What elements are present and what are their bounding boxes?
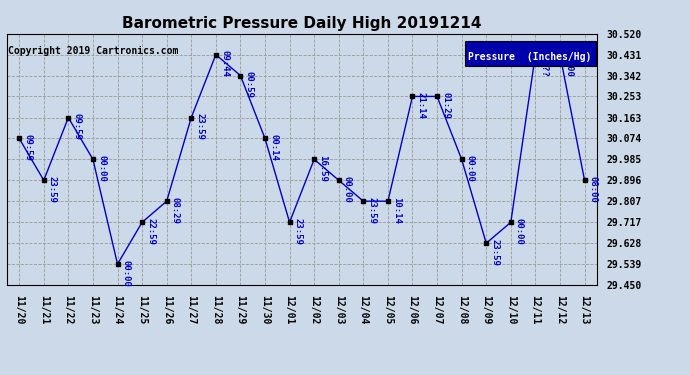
Text: 21:14: 21:14 — [417, 92, 426, 119]
Text: 00:00: 00:00 — [343, 176, 352, 203]
Text: 23:59: 23:59 — [48, 176, 57, 203]
Text: 00:14: 00:14 — [269, 134, 278, 161]
Text: 00:59: 00:59 — [244, 71, 254, 98]
Text: Copyright 2019 Cartronics.com: Copyright 2019 Cartronics.com — [8, 46, 179, 56]
Text: 08:29: 08:29 — [171, 197, 180, 224]
Text: 22:59: 22:59 — [146, 218, 155, 245]
Text: 00:00: 00:00 — [564, 51, 573, 77]
Text: 00:00: 00:00 — [466, 155, 475, 182]
Text: 00:00: 00:00 — [515, 218, 524, 245]
Text: Pressure  (Inches/Hg): Pressure (Inches/Hg) — [468, 52, 591, 62]
Text: 23:59: 23:59 — [195, 113, 204, 140]
Text: 16:59: 16:59 — [318, 155, 327, 182]
Text: 09:44: 09:44 — [220, 51, 229, 77]
Text: 23:59: 23:59 — [368, 197, 377, 224]
Text: 23:59: 23:59 — [294, 218, 303, 245]
Text: 08:00: 08:00 — [589, 176, 598, 203]
Text: 00:00: 00:00 — [97, 155, 106, 182]
Text: 23:59: 23:59 — [491, 239, 500, 266]
Text: 17:??: 17:?? — [540, 51, 549, 77]
Text: 09:59: 09:59 — [23, 134, 32, 161]
Title: Barometric Pressure Daily High 20191214: Barometric Pressure Daily High 20191214 — [122, 16, 482, 31]
Text: 00:00: 00:00 — [121, 260, 130, 287]
Text: 01:29: 01:29 — [441, 92, 451, 119]
Text: 10:14: 10:14 — [392, 197, 401, 224]
Text: 09:59: 09:59 — [72, 113, 81, 140]
